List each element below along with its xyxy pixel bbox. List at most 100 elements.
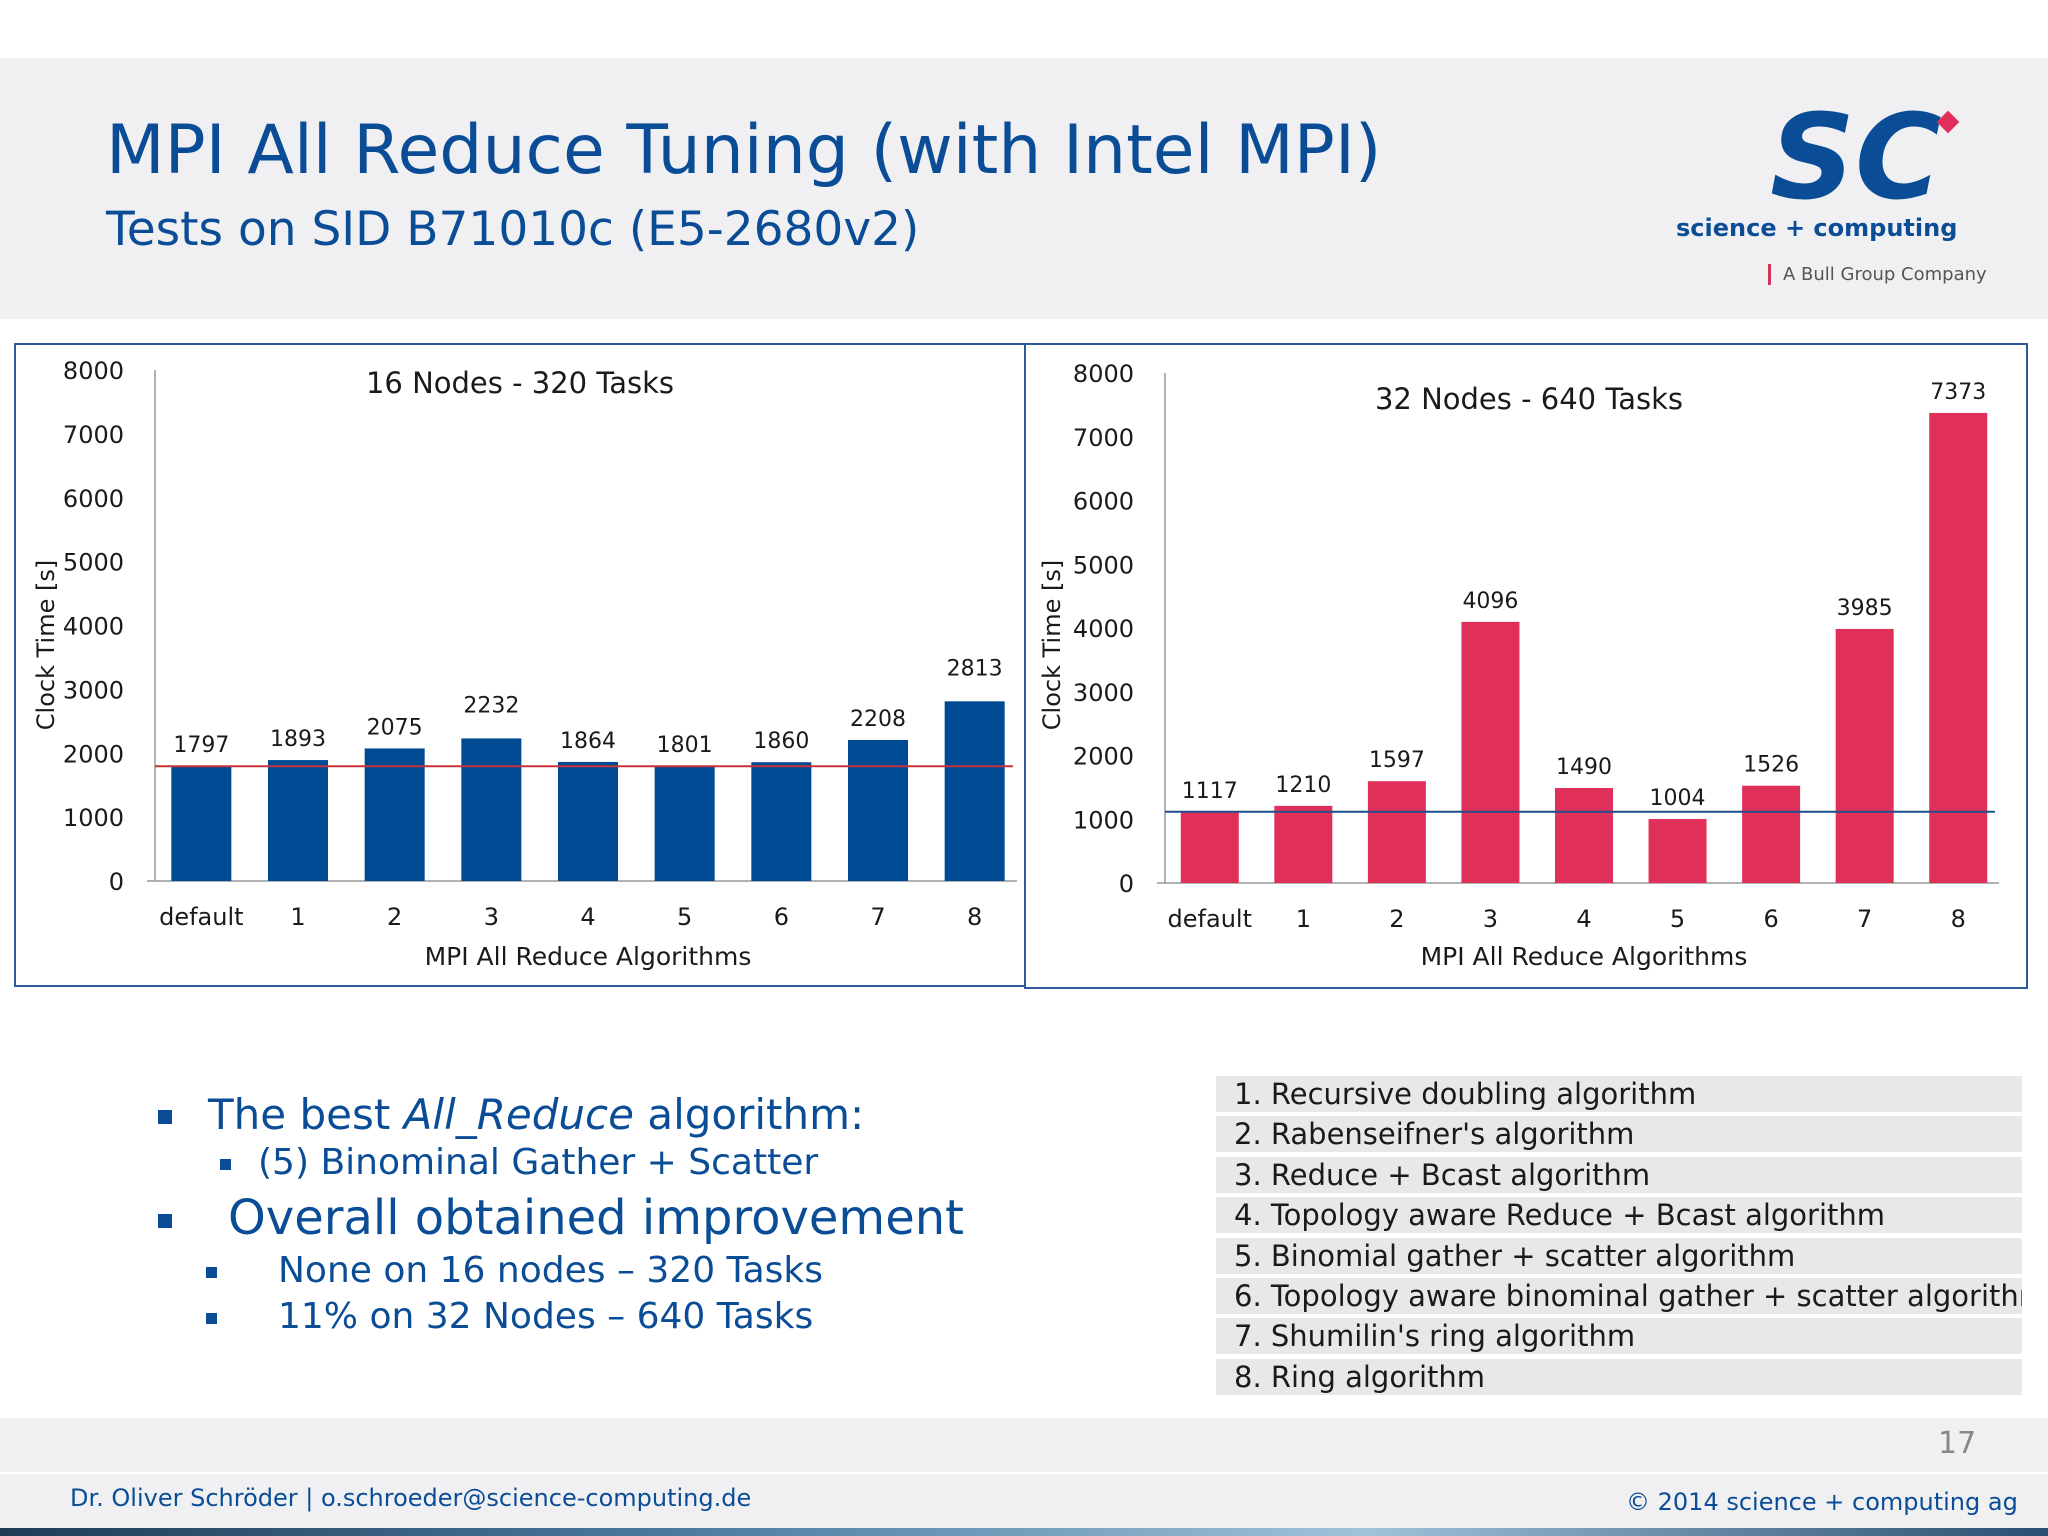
x-tick-label: 6 bbox=[774, 903, 789, 931]
y-tick-label: 1000 bbox=[1073, 806, 1134, 834]
data-label: 1117 bbox=[1182, 779, 1238, 804]
data-label: 1797 bbox=[173, 733, 229, 758]
x-tick-label: 3 bbox=[484, 903, 499, 931]
y-tick-label: 3000 bbox=[1073, 679, 1134, 707]
data-label: 2208 bbox=[850, 707, 906, 732]
data-label: 1893 bbox=[270, 727, 326, 752]
y-axis-label: Clock Time [s] bbox=[32, 560, 60, 730]
data-label: 2075 bbox=[367, 715, 423, 740]
y-tick-label: 2000 bbox=[63, 740, 124, 768]
bar bbox=[268, 760, 328, 881]
y-tick-label: 5000 bbox=[63, 549, 124, 577]
bar bbox=[364, 748, 425, 881]
algorithm-item: 5. Binomial gather + scatter algorithm bbox=[1216, 1237, 2022, 1274]
bar bbox=[461, 738, 522, 881]
x-tick-label: default bbox=[159, 903, 243, 931]
chart-title: 32 Nodes - 640 Tasks bbox=[1375, 382, 1683, 416]
x-tick-label: 2 bbox=[387, 903, 402, 931]
summary-bullets: The best All_Reduce algorithm: (5) Binom… bbox=[150, 1090, 1150, 1360]
bullet-square-icon bbox=[158, 1110, 172, 1124]
bullet-emphasis: All_Reduce bbox=[403, 1090, 634, 1139]
algorithm-item: 1. Recursive doubling algorithm bbox=[1216, 1076, 2022, 1112]
data-label: 1004 bbox=[1650, 786, 1706, 811]
bullet-square-icon bbox=[206, 1267, 217, 1278]
data-label: 1210 bbox=[1275, 773, 1331, 798]
chart-title: 16 Nodes - 320 Tasks bbox=[366, 366, 674, 400]
x-tick-label: 2 bbox=[1389, 905, 1404, 933]
bullet-square-icon bbox=[220, 1159, 231, 1170]
x-tick-label: 5 bbox=[677, 903, 692, 931]
page-title: MPI All Reduce Tuning (with Intel MPI) bbox=[106, 111, 1382, 190]
algorithm-item: 6. Topology aware binominal gather + sca… bbox=[1216, 1277, 2022, 1314]
y-tick-label: 8000 bbox=[63, 357, 124, 385]
x-tick-label: 4 bbox=[1576, 905, 1591, 933]
algorithm-item: 8. Ring algorithm bbox=[1216, 1358, 2022, 1395]
data-label: 1490 bbox=[1556, 755, 1612, 780]
x-tick-label: 6 bbox=[1763, 905, 1778, 933]
sc-logo-icon: SC bbox=[1770, 108, 1960, 208]
data-label: 1801 bbox=[657, 733, 713, 758]
bullet-16-nodes: None on 16 nodes – 320 Tasks bbox=[206, 1250, 823, 1291]
bar bbox=[1274, 805, 1333, 883]
x-tick-label: 3 bbox=[1483, 905, 1498, 933]
bar bbox=[1835, 628, 1894, 883]
x-tick-label: 1 bbox=[290, 903, 305, 931]
company-logo: SC science + computing A Bull Group Comp… bbox=[1670, 108, 1990, 298]
chart-32-nodes: 32 Nodes - 640 Tasks 0 1000 2000 3000 4000 500… bbox=[1024, 343, 2028, 989]
bullet-suffix: algorithm: bbox=[633, 1090, 865, 1139]
bullet-32-nodes: 11% on 32 Nodes – 640 Tasks bbox=[206, 1296, 814, 1337]
chart-32-nodes-svg: 32 Nodes - 640 Tasks 0 1000 2000 3000 4000 500… bbox=[1038, 360, 1999, 971]
page-subtitle: Tests on SID B71010c (E5-2680v2) bbox=[106, 202, 920, 257]
y-tick-label: 5000 bbox=[1073, 551, 1134, 579]
bar bbox=[1367, 781, 1426, 883]
y-tick-label: 7000 bbox=[1073, 424, 1134, 452]
bar bbox=[751, 762, 812, 881]
data-label: 2813 bbox=[947, 656, 1003, 681]
algorithm-item: 7. Shumilin's ring algorithm bbox=[1216, 1318, 2022, 1355]
header-band bbox=[0, 58, 2048, 319]
y-axis-label: Clock Time [s] bbox=[1038, 560, 1066, 730]
logo-mark: SC bbox=[1770, 108, 1942, 208]
data-label: 3985 bbox=[1837, 596, 1893, 621]
bar bbox=[171, 766, 232, 881]
algorithm-list: 1. Recursive doubling algorithm 2. Raben… bbox=[1216, 1076, 2022, 1399]
y-tick-label: 6000 bbox=[63, 485, 124, 513]
bullet-prefix: The best bbox=[208, 1090, 404, 1139]
logo-brand: science + computing bbox=[1676, 214, 1958, 242]
data-label: 1864 bbox=[560, 729, 616, 754]
y-tick-label: 8000 bbox=[1073, 360, 1134, 388]
x-tick-label: 7 bbox=[870, 903, 885, 931]
x-tick-label: 7 bbox=[1857, 905, 1872, 933]
x-tick-label: 5 bbox=[1670, 905, 1685, 933]
x-tick-label: 1 bbox=[1296, 905, 1311, 933]
x-tick-label: 8 bbox=[967, 903, 982, 931]
bar bbox=[654, 765, 715, 881]
bullet-text: Overall obtained improvement bbox=[228, 1190, 964, 1246]
page-number: 17 bbox=[1938, 1426, 1977, 1461]
bullet-text: (5) Binominal Gather + Scatter bbox=[258, 1142, 819, 1183]
bar bbox=[558, 761, 618, 881]
data-label: 1860 bbox=[753, 729, 809, 754]
x-axis-label: MPI All Reduce Algorithms bbox=[425, 942, 752, 971]
chart-16-nodes-svg: 16 Nodes - 320 Tasks 0 1000 2000 3000 4000 500… bbox=[32, 357, 1017, 971]
algorithm-item: 4. Topology aware Reduce + Bcast algorit… bbox=[1216, 1197, 2022, 1234]
bar bbox=[944, 701, 1005, 881]
x-tick-label: 8 bbox=[1951, 905, 1966, 933]
x-tick-label: default bbox=[1168, 905, 1252, 933]
bottom-strip bbox=[0, 1528, 2048, 1536]
bar bbox=[1555, 788, 1613, 883]
y-tick-label: 2000 bbox=[1073, 743, 1134, 771]
bar bbox=[848, 739, 908, 881]
y-tick-label: 0 bbox=[109, 868, 124, 896]
bar bbox=[1742, 785, 1801, 883]
bar bbox=[1180, 811, 1239, 883]
bullet-best-algorithm: The best All_Reduce algorithm: bbox=[158, 1090, 865, 1139]
bar bbox=[1461, 621, 1520, 883]
y-tick-label: 1000 bbox=[63, 804, 124, 832]
data-label: 2232 bbox=[463, 693, 519, 718]
bullet-text: 11% on 32 Nodes – 640 Tasks bbox=[278, 1296, 814, 1337]
data-label: 7373 bbox=[1930, 380, 1986, 405]
data-label: 1526 bbox=[1743, 753, 1799, 778]
bullet-square-icon bbox=[206, 1313, 217, 1324]
bullet-improvement: Overall obtained improvement bbox=[158, 1190, 964, 1246]
